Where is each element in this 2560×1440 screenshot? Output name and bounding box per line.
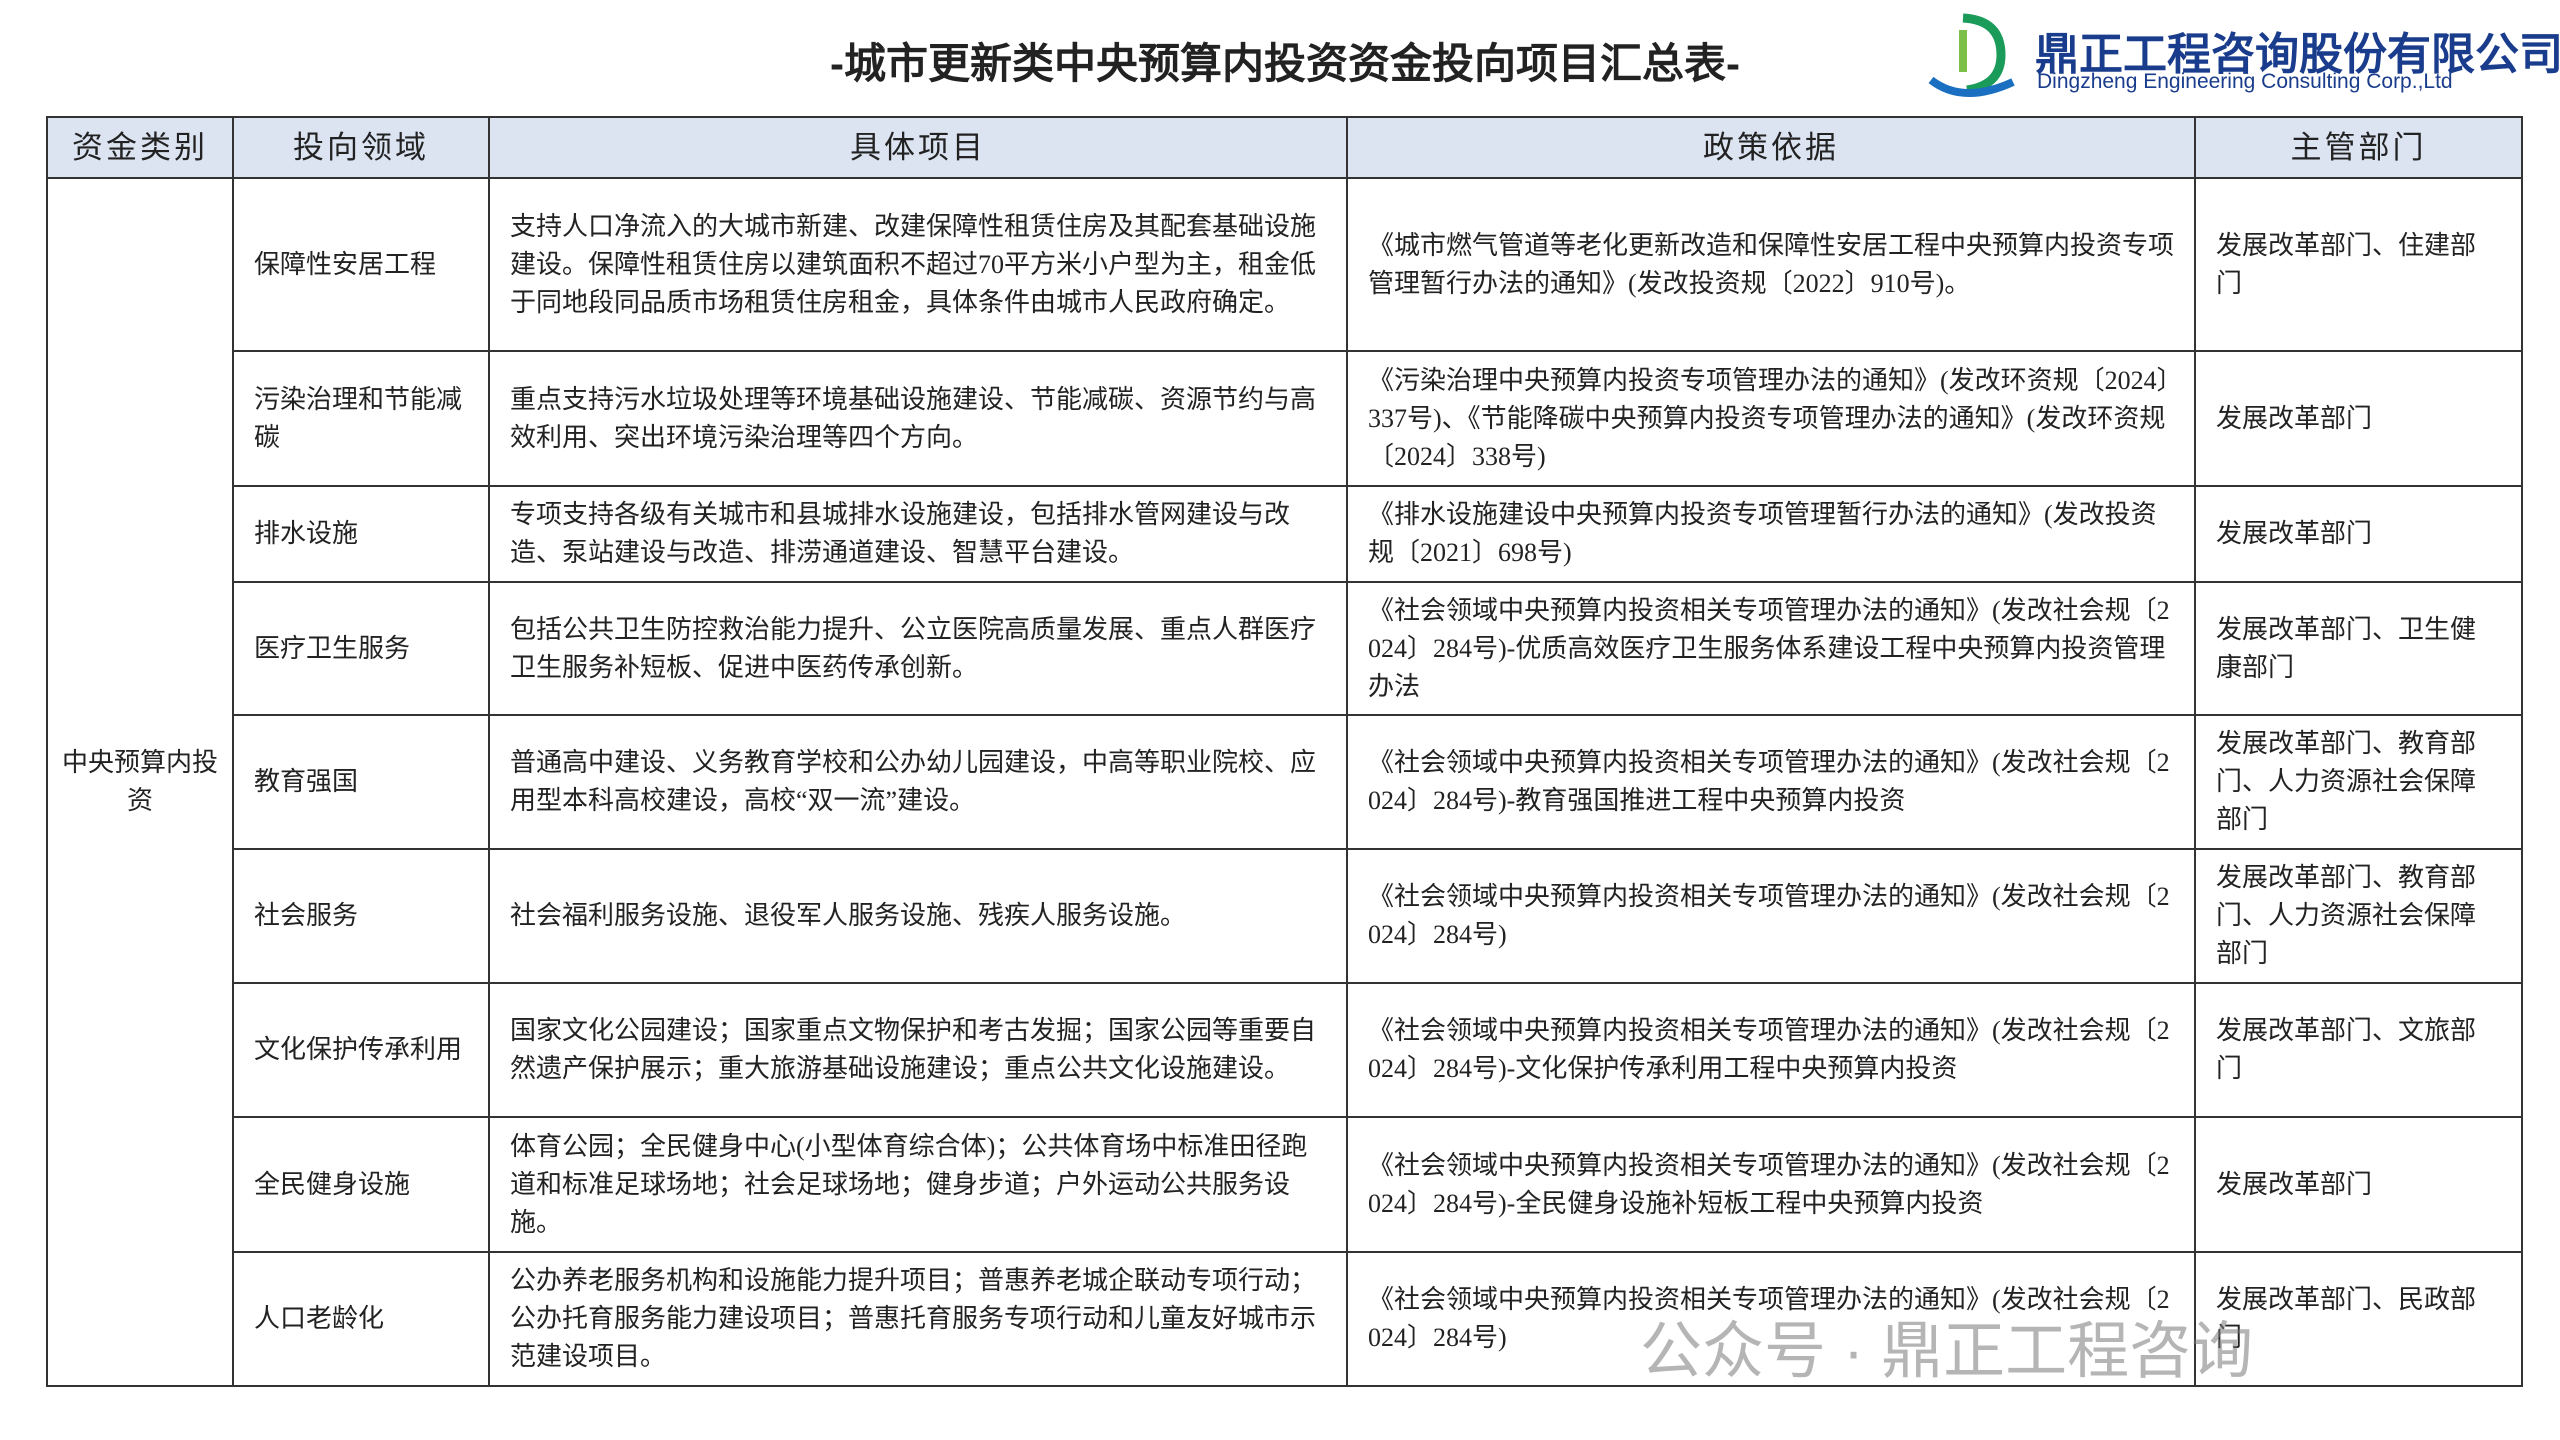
department-cell: 发展改革部门 <box>2194 350 2523 487</box>
table-row: 中央预算内投资 保障性安居工程 支持人口净流入的大城市新建、改建保障性租赁住房及其配… <box>46 177 2523 1387</box>
project-cell: 公办养老服务机构和设施能力提升项目；普惠养老城企联动专项行动；公办托育服务能力建… <box>488 1251 1348 1387</box>
department-cell: 发展改革部门 <box>2194 1116 2523 1253</box>
title: -城市更新类中央预算内投资资金投向项目汇总表- <box>830 40 1740 87</box>
table-row: 文化保护传承利用 国家文化公园建设；国家重点文物保护和考古发掘；国家公园等重要自然… <box>47 982 2523 1118</box>
company-name-en: Dingzheng Engineering Consulting Corp.,L… <box>2037 70 2453 93</box>
policy-cell: 《社会领域中央预算内投资相关专项管理办法的通知》(发改社会规〔2024〕284号… <box>1346 848 2196 984</box>
company-name: 鼎正工程咨询股份有限公司 <box>2035 30 2560 79</box>
project-cell: 体育公园；全民健身中心(小型体育综合体)；公共体育场中标准田径跑道和标准足球场地… <box>488 1116 1348 1253</box>
domain-cell: 污染治理和节能减碳 <box>232 350 490 487</box>
column-header: 政策依据 <box>1346 116 2196 179</box>
department-cell: 发展改革部门、卫生健康部门 <box>2194 581 2523 716</box>
table-row: 人口老龄化 公办养老服务机构和设施能力提升项目；普惠养老城企联动专项行动；公办托育… <box>47 1251 2523 1387</box>
domain-cell: 医疗卫生服务 <box>232 581 490 716</box>
policy-cell: 《排水设施建设中央预算内投资专项管理暂行办法的通知》(发改投资规〔2021〕69… <box>1346 485 2196 583</box>
domain-cell: 保障性安居工程 <box>232 177 490 352</box>
department-cell: 发展改革部门 <box>2194 485 2523 583</box>
domain-cell: 全民健身设施 <box>232 1116 490 1253</box>
watermark: 公众号 · 鼎正工程咨询 <box>1640 1317 2254 1386</box>
department-cell: 发展改革部门、教育部门、人力资源社会保障部门 <box>2194 714 2523 850</box>
column-header: 具体项目 <box>488 116 1348 179</box>
project-cell: 普通高中建设、义务教育学校和公办幼儿园建设，中高等职业院校、应用型本科高校建设，… <box>488 714 1348 850</box>
category-cell: 中央预算内投资 <box>46 177 234 1387</box>
table: 资金类别 投向领域 具体项目 政策依据 主管部门 中央预算内投资 保障性安居工程 支持人口净… <box>46 116 2523 1387</box>
table-row: 全民健身设施 体育公园；全民健身中心(小型体育综合体)；公共体育场中标准田径跑道和… <box>47 1116 2523 1253</box>
domain-cell: 社会服务 <box>232 848 490 984</box>
table-body: 中央预算内投资 保障性安居工程 支持人口净流入的大城市新建、改建保障性租赁住房及其配… <box>46 177 2523 1387</box>
policy-cell: 《社会领域中央预算内投资相关专项管理办法的通知》(发改社会规〔2024〕284号… <box>1346 1251 2196 1387</box>
department-cell: 发展改革部门、教育部门、人力资源社会保障部门 <box>2194 848 2523 984</box>
project-cell: 支持人口净流入的大城市新建、改建保障性租赁住房及其配套基础设施建设。保障性租赁住… <box>488 177 1348 352</box>
project-cell: 专项支持各级有关城市和县城排水设施建设，包括排水管网建设与改造、泵站建设与改造、… <box>488 485 1348 583</box>
column-header: 主管部门 <box>2194 116 2523 179</box>
policy-cell: 《社会领域中央预算内投资相关专项管理办法的通知》(发改社会规〔2024〕284号… <box>1346 982 2196 1118</box>
policy-cell: 《污染治理中央预算内投资专项管理办法的通知》(发改环资规〔2024〕337号)、… <box>1346 350 2196 487</box>
table-row: 教育强国 普通高中建设、义务教育学校和公办幼儿园建设，中高等职业院校、应用型本科高… <box>47 714 2523 850</box>
domain-cell: 人口老龄化 <box>232 1251 490 1387</box>
department-cell: 发展改革部门、文旅部门 <box>2194 982 2523 1118</box>
domain-cell: 文化保护传承利用 <box>232 982 490 1118</box>
column-header: 资金类别 <box>46 116 234 179</box>
logo-icon <box>1928 13 2015 97</box>
table-row: 排水设施 专项支持各级有关城市和县城排水设施建设，包括排水管网建设与改造、泵站建设… <box>47 485 2523 583</box>
policy-cell: 《城市燃气管道等老化更新改造和保障性安居工程中央预算内投资专项管理暂行办法的通知… <box>1346 177 2196 352</box>
policy-cell: 《社会领域中央预算内投资相关专项管理办法的通知》(发改社会规〔2024〕284号… <box>1346 581 2196 716</box>
table-row: 污染治理和节能减碳 重点支持污水垃圾处理等环境基础设施建设、节能减碳、资源节约与高… <box>47 350 2523 487</box>
policy-cell: 《社会领域中央预算内投资相关专项管理办法的通知》(发改社会规〔2024〕284号… <box>1346 1116 2196 1253</box>
column-header: 投向领域 <box>232 116 490 179</box>
domain-cell: 教育强国 <box>232 714 490 850</box>
table-row: 社会服务 社会福利服务设施、退役军人服务设施、残疾人服务设施。 《社会领域中央预算内… <box>47 848 2523 984</box>
project-cell: 重点支持污水垃圾处理等环境基础设施建设、节能减碳、资源节约与高效利用、突出环境污… <box>488 350 1348 487</box>
policy-cell: 《社会领域中央预算内投资相关专项管理办法的通知》(发改社会规〔2024〕284号… <box>1346 714 2196 850</box>
project-cell: 国家文化公园建设；国家重点文物保护和考古发掘；国家公园等重要自然遗产保护展示；重… <box>488 982 1348 1118</box>
project-cell: 社会福利服务设施、退役军人服务设施、残疾人服务设施。 <box>488 848 1348 984</box>
department-cell: 发展改革部门、住建部门 <box>2194 177 2523 352</box>
table-row: 医疗卫生服务 包括公共卫生防控救治能力提升、公立医院高质量发展、重点人群医疗卫生服… <box>47 581 2523 716</box>
domain-cell: 排水设施 <box>232 485 490 583</box>
logo: 鼎正工程咨询股份有限公司 Dingzheng Engineering Consu… <box>1923 10 2560 100</box>
header-row: 资金类别 投向领域 具体项目 政策依据 主管部门 <box>46 116 2523 179</box>
project-cell: 包括公共卫生防控救治能力提升、公立医院高质量发展、重点人群医疗卫生服务补短板、促… <box>488 581 1348 716</box>
department-cell: 发展改革部门、民政部门 <box>2194 1251 2523 1387</box>
